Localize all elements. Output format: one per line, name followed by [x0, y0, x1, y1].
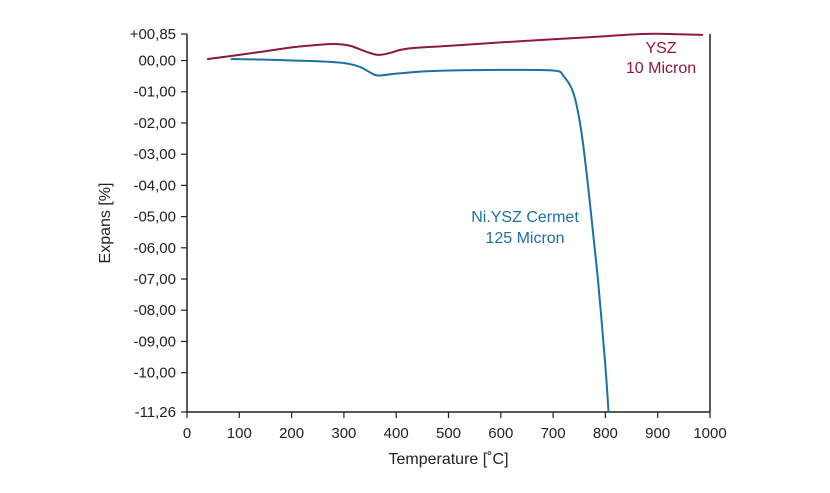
y-tick-label: +00,85: [130, 26, 176, 43]
y-tick-label: -03,00: [133, 146, 176, 163]
annotation-cermet-line2: 125 Micron: [485, 230, 564, 247]
y-tick-label: -10,00: [133, 365, 176, 382]
y-tick-label: -07,00: [133, 271, 176, 288]
annotation-ysz-line1: YSZ: [645, 40, 676, 57]
x-axis-title: Temperature [˚C]: [388, 451, 508, 468]
y-tick-label: -06,00: [133, 240, 176, 257]
series-group: [206, 32, 704, 413]
series-line-ni-ysz-cermet: [230, 58, 610, 413]
annotation-ysz-line2: 10 Micron: [626, 60, 696, 77]
x-tick-label: 800: [593, 425, 618, 442]
y-axis-title: Expans [%]: [97, 183, 114, 264]
x-tick-label: 300: [331, 425, 356, 442]
y-tick-label: -01,00: [133, 84, 176, 101]
x-tick-label: 600: [488, 425, 513, 442]
annotation-cermet-line1: Ni.YSZ Cermet: [471, 209, 579, 226]
y-tick-label: -08,00: [133, 302, 176, 319]
y-tick-label: -04,00: [133, 177, 176, 194]
annotation-ysz: YSZ 10 Micron: [626, 40, 696, 77]
y-tick-label: -09,00: [133, 333, 176, 350]
y-tick-label: -11,26: [135, 404, 176, 421]
series-line-ysz: [206, 32, 704, 60]
y-tick-label: 00,00: [138, 53, 176, 70]
x-tick-label: 200: [279, 425, 304, 442]
x-tick-label: 0: [183, 425, 191, 442]
x-tick-label: 400: [384, 425, 409, 442]
x-tick-label: 900: [645, 425, 670, 442]
x-tick-label: 100: [227, 425, 252, 442]
x-tick-label: 500: [436, 425, 461, 442]
x-tick-label: 700: [541, 425, 566, 442]
y-tick-label: -02,00: [133, 115, 176, 132]
ticks: 0 100 200 300 400 500 600 700 800 900 1000 +00,85 00…: [130, 26, 727, 442]
x-tick-label: 1000: [693, 425, 726, 442]
axes: [186, 34, 711, 413]
y-tick-label: -05,00: [133, 209, 176, 226]
annotation-cermet: Ni.YSZ Cermet 125 Micron: [471, 209, 579, 247]
